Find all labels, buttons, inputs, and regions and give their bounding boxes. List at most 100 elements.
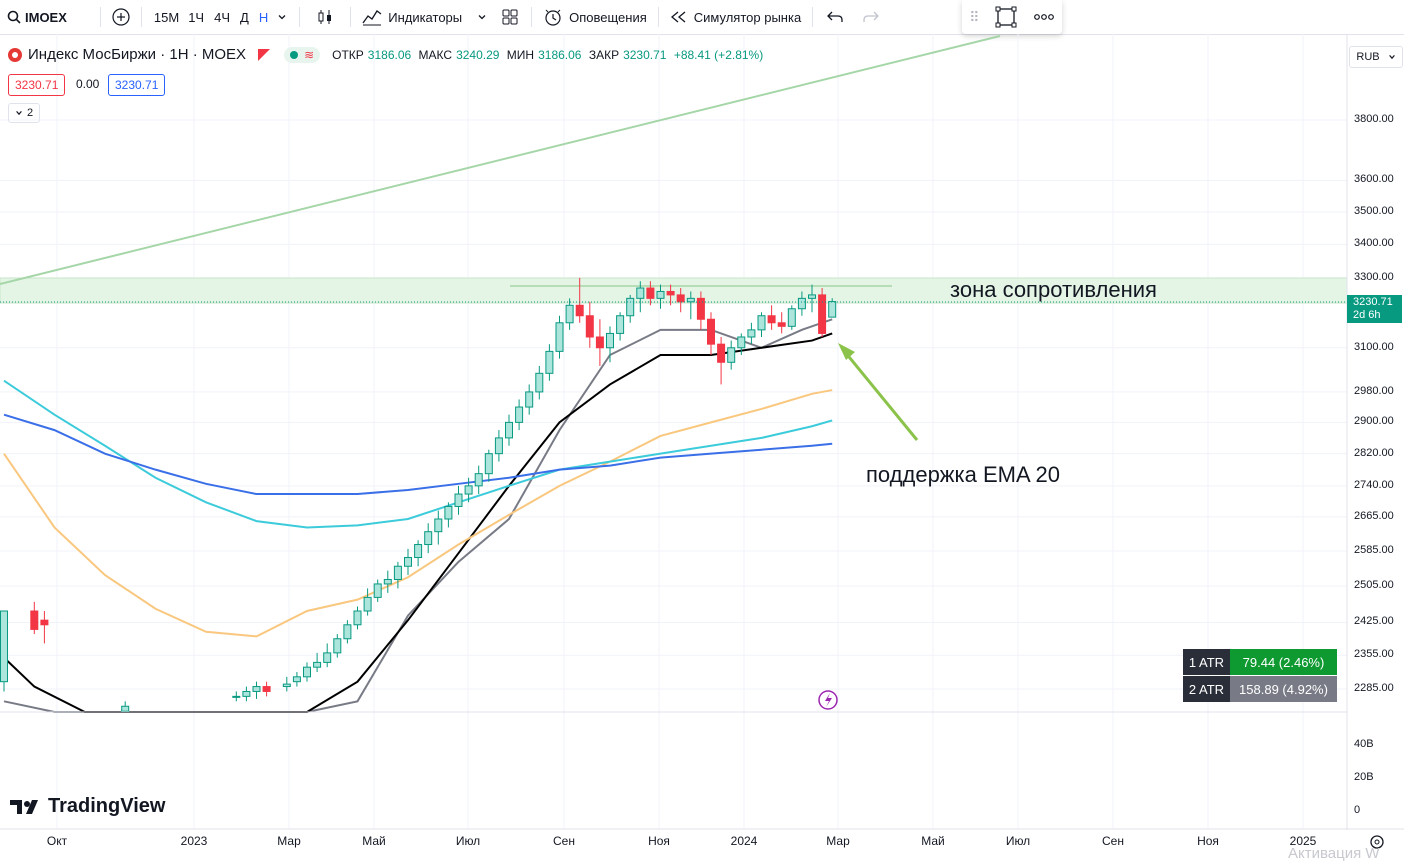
buy-price-box[interactable]: 3230.71 — [108, 74, 166, 96]
time-tick-label: Сен — [553, 834, 575, 848]
collapse-indicators-button[interactable]: 2 — [8, 103, 40, 123]
indicators-button[interactable]: Индикаторы — [355, 0, 469, 34]
market-replay-button[interactable]: Симулятор рынка — [663, 0, 808, 34]
candle — [121, 701, 130, 712]
candle-body — [575, 304, 584, 317]
interval-15m[interactable]: 15М — [153, 9, 180, 25]
time-tick-label: Мар — [826, 834, 850, 848]
candle-body — [535, 372, 544, 393]
candle-body — [313, 661, 322, 668]
candle — [797, 291, 806, 316]
candle — [727, 340, 736, 370]
symbol-title: Индекс МосБиржи · 1Н · MOEX — [28, 46, 247, 63]
price-tick-label: 2285.00 — [1354, 682, 1394, 694]
candle — [585, 301, 594, 348]
change-value: +88.41 (+2.81%) — [673, 47, 764, 62]
add-symbol-button[interactable] — [105, 0, 137, 34]
indicators-count: 2 — [26, 107, 34, 119]
alarm-clock-icon — [545, 9, 561, 26]
symbol-search-button[interactable]: IMOEX — [0, 0, 74, 34]
drag-handle-icon[interactable]: ⠿ — [969, 8, 980, 25]
tradingview-logo[interactable]: TradingView — [10, 795, 165, 818]
time-tick-label: Сен — [1102, 834, 1124, 848]
indicators-dropdown-button[interactable] — [469, 0, 493, 34]
candle-body — [545, 350, 554, 374]
undo-button[interactable] — [817, 0, 853, 34]
resistance-annotation[interactable]: зона сопротивления — [950, 277, 1157, 302]
chevron-down-icon — [478, 15, 486, 20]
chart-grid — [0, 34, 1347, 829]
candle — [757, 312, 766, 337]
candle-body — [242, 690, 251, 697]
candle-body — [666, 290, 675, 296]
intervals-dropdown-button[interactable] — [273, 0, 295, 34]
indicators-icon — [362, 10, 382, 26]
more-options-icon[interactable] — [1033, 13, 1055, 21]
resistance-zone — [0, 277, 1348, 304]
candle — [515, 399, 524, 431]
chevron-down-icon — [16, 111, 22, 116]
currency-selector[interactable]: RUB — [1349, 46, 1403, 68]
redo-button[interactable] — [853, 0, 889, 34]
rectangle-select-icon[interactable] — [994, 5, 1018, 29]
candle — [444, 502, 453, 528]
volume-tick-label: 20В — [1354, 771, 1374, 783]
layouts-button[interactable] — [493, 0, 527, 34]
divider — [299, 7, 301, 27]
interval-1w[interactable]: Н — [258, 9, 269, 25]
divider — [350, 7, 352, 27]
chevron-down-icon — [278, 15, 286, 20]
sell-price-box[interactable]: 3230.71 — [8, 74, 66, 96]
candle-body — [555, 322, 564, 352]
price-tick-label: 2505.00 — [1354, 579, 1394, 592]
volume-tick-label: 40В — [1354, 738, 1374, 750]
divider — [140, 7, 142, 27]
support-annotation[interactable]: поддержка EMA 20 — [866, 462, 1061, 487]
candle — [404, 548, 412, 576]
price-tick-label: 3800.00 — [1354, 113, 1394, 125]
visibility-toggle-group[interactable]: ≋ — [284, 46, 321, 63]
candle — [30, 601, 39, 635]
candle-body — [303, 666, 311, 678]
time-tick-label: 2024 — [730, 834, 758, 848]
candle-body — [464, 485, 473, 495]
chevron-down-icon — [1388, 55, 1395, 60]
interval-1d[interactable]: Д — [240, 9, 249, 25]
ema-line-ema-50 — [3, 389, 833, 638]
candle — [232, 691, 241, 702]
candle — [636, 281, 645, 313]
chart-style-button[interactable] — [304, 0, 346, 34]
candle — [484, 449, 493, 482]
low-value: 3186.06 — [538, 47, 582, 62]
undo-icon — [827, 11, 843, 22]
candle-body — [434, 518, 443, 533]
candle-body — [373, 583, 382, 598]
market-status-icon[interactable] — [258, 48, 271, 61]
price-tick-label: 2820.00 — [1354, 446, 1394, 459]
candle — [333, 634, 342, 658]
candle — [737, 333, 746, 356]
candle-body — [494, 437, 503, 455]
grid-layout-icon — [502, 9, 518, 25]
open-label: ОТКР — [332, 47, 364, 62]
interval-4h[interactable]: 4Ч — [214, 9, 231, 25]
atr-row-2: 2 ATR 158.89 (4.92%) — [1183, 676, 1337, 702]
price-tick-label: 2355.00 — [1354, 648, 1394, 661]
interval-1h[interactable]: 1Ч — [188, 9, 205, 25]
time-tick-label: Май — [921, 834, 945, 848]
candle-body — [424, 531, 433, 546]
candle — [666, 284, 675, 306]
candle-body — [292, 676, 301, 683]
time-tick-label: 2025 — [1289, 834, 1317, 848]
alerts-button[interactable]: Оповещения — [536, 0, 654, 34]
candle — [747, 322, 756, 345]
candle-body — [626, 297, 635, 317]
candle-body — [565, 304, 574, 324]
open-dot-icon — [290, 50, 299, 59]
candles-icon — [318, 10, 332, 24]
plus-circle-icon — [112, 8, 130, 26]
price-tick-label: 3500.00 — [1354, 204, 1394, 217]
candle-body — [444, 505, 453, 520]
candle-body — [616, 315, 625, 334]
